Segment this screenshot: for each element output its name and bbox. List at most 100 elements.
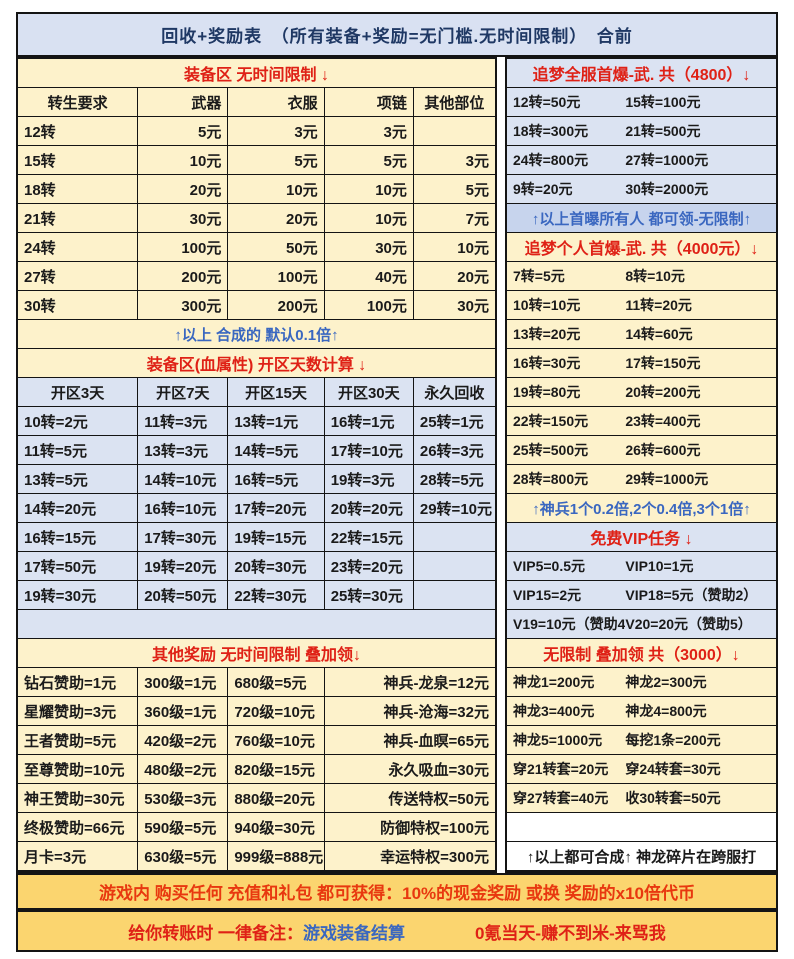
- personal-first-title: 追梦个人首爆-武. 共（4000元）↓: [507, 233, 776, 262]
- table-cell: 23转=400元: [625, 413, 701, 429]
- table-cell: 26转=600元: [625, 442, 701, 458]
- other-section-title: 其他奖励 无时间限制 叠加领↓: [18, 639, 495, 668]
- table-cell: 15转=100元: [625, 94, 701, 110]
- table-row: 神龙3=400元 神龙4=800元: [507, 697, 776, 726]
- table-cell: 27转: [18, 262, 139, 290]
- table-row: 10转=10元 11转=20元: [507, 291, 776, 320]
- table-cell: 17转=20元: [228, 494, 325, 522]
- table-cell: 16转=15元: [18, 523, 139, 551]
- table-row: 至尊赞助=10元 480级=2元 820级=15元 永久吸血=30元: [18, 755, 495, 784]
- table-row: 13转=5元 14转=10元 16转=5元 19转=3元 28转=5元: [18, 465, 495, 494]
- table-cell: 神兵-沧海=32元: [383, 703, 489, 721]
- vip-title: 免费VIP任务 ↓: [507, 523, 776, 552]
- page-title: 回收+奖励表 （所有装备+奖励=无门槛.无时间限制） 合前: [16, 12, 778, 57]
- server-first-note: ↑以上首曝所有人 都可领-无限制↑: [507, 204, 776, 233]
- table-cell: 3元: [228, 117, 325, 145]
- table-cell: 5元: [228, 146, 325, 174]
- table-cell: 防御特权=100元: [380, 819, 489, 837]
- table-cell: 5元: [138, 117, 229, 145]
- table-cell: 11转=20元: [625, 297, 692, 313]
- equip-note: ↑以上 合成的 默认0.1倍↑: [18, 320, 495, 349]
- columns-container: 装备区 无时间限制 ↓ 转生要求 武器 衣服 项链 其他部位 12转 5元 3元 3元 15转 1…: [16, 57, 778, 873]
- table-cell: 300元: [138, 291, 229, 319]
- table-cell: 29转=10元: [419, 500, 493, 518]
- table-cell: 25转=500元: [513, 442, 589, 458]
- dragon-title: 无限制 叠加领 共（3000）↓: [507, 639, 776, 668]
- table-cell: 幸运特权=300元: [380, 848, 489, 866]
- table-row: 13转=20元 14转=60元: [507, 320, 776, 349]
- table-cell: 200元: [138, 262, 229, 290]
- table-cell: 360级=1元: [138, 697, 229, 725]
- table-cell: 15转: [18, 146, 139, 174]
- table-cell: 神兵-血瞑=65元: [383, 732, 489, 750]
- table-cell: V20=20元（赞助5）: [625, 616, 752, 632]
- table-cell: 8转=10元: [625, 268, 685, 284]
- table-row: 18转 20元 10元 10元 5元: [18, 175, 495, 204]
- blood-section: 装备区(血属性) 开区天数计算 ↓ 开区3天 开区7天 开区15天 开区30天 永久回收…: [18, 349, 495, 639]
- table-cell: 420级=2元: [138, 726, 229, 754]
- table-cell: 其他部位: [424, 94, 485, 112]
- table-row: 12转 5元 3元 3元: [18, 117, 495, 146]
- table-row: 19转=30元 20转=50元 22转=30元 25转=30元: [18, 581, 495, 610]
- vip-table: VIP5=0.5元 VIP10=1元 VIP15=2元 VIP18=5元（赞助2） V1…: [507, 552, 776, 639]
- transfer-note-keyword: 游戏装备结算: [302, 923, 405, 943]
- table-cell: 16转=10元: [138, 494, 229, 522]
- table-row: 21转 30元 20元 10元 7元: [18, 204, 495, 233]
- table-cell: 720级=10元: [228, 697, 325, 725]
- table-cell: 23转=20元: [325, 552, 414, 580]
- table-cell: [414, 581, 495, 609]
- table-cell: 200元: [228, 291, 325, 319]
- server-first-section: 追梦全服首爆-武. 共（4800）↓ 12转=50元 15转=100元 18转=30…: [507, 59, 776, 233]
- table-row: 神龙1=200元 神龙2=300元: [507, 668, 776, 697]
- table-cell: 940级=30元: [228, 813, 325, 841]
- left-column: 装备区 无时间限制 ↓ 转生要求 武器 衣服 项链 其他部位 12转 5元 3元 3元 15转 1…: [16, 57, 497, 873]
- table-cell: 19转=3元: [325, 465, 414, 493]
- table-cell: 590级=5元: [138, 813, 229, 841]
- dragon-table: 神龙1=200元 神龙2=300元 神龙3=400元 神龙4=800元 神龙5=1000…: [507, 668, 776, 813]
- transfer-note-banner: 给你转账时 一律备注： 游戏装备结算 0氪当天-赚不到米-来骂我: [16, 910, 778, 952]
- table-cell: 100元: [138, 233, 229, 261]
- table-cell: 神王赞助=30元: [18, 784, 139, 812]
- table-cell: 11转=5元: [18, 436, 139, 464]
- table-cell: 14转=5元: [228, 436, 325, 464]
- table-row: 18转=300元 21转=500元: [507, 117, 776, 146]
- table-cell: 30元: [457, 297, 489, 315]
- table-row: 27转 200元 100元 40元 20元: [18, 262, 495, 291]
- table-cell: 30转=2000元: [625, 181, 709, 197]
- table-row: 28转=800元 29转=1000元: [507, 465, 776, 494]
- table-cell: 22转=150元: [513, 413, 589, 429]
- table-row: 10转=2元 11转=3元 13转=1元 16转=1元 25转=1元: [18, 407, 495, 436]
- table-row: 月卡=3元 630级=5元 999级=888元 幸运特权=300元: [18, 842, 495, 871]
- table-cell: 30转: [18, 291, 139, 319]
- table-cell: 穿21转套=20元: [513, 761, 609, 777]
- table-cell: 680级=5元: [228, 668, 325, 696]
- table-cell: 28转=800元: [513, 471, 589, 487]
- table-cell: 月卡=3元: [18, 842, 139, 870]
- table-cell: 钻石赞助=1元: [18, 668, 139, 696]
- personal-first-table: 7转=5元 8转=10元 10转=10元 11转=20元 13转=20元 14转=60元 1…: [507, 262, 776, 494]
- table-cell: 5元: [465, 181, 489, 199]
- vip-section: 免费VIP任务 ↓ VIP5=0.5元 VIP10=1元 VIP15=2元 VIP18…: [507, 523, 776, 639]
- table-cell: [414, 523, 495, 551]
- table-cell: 18转=300元: [513, 123, 589, 139]
- table-cell: 18转: [18, 175, 139, 203]
- table-cell: 22转=30元: [228, 581, 325, 609]
- table-cell: 21转: [18, 204, 139, 232]
- table-cell: 11转=3元: [138, 407, 229, 435]
- transfer-note-prefix: 给你转账时 一律备注：: [128, 923, 303, 943]
- table-cell: 永久回收: [424, 384, 485, 402]
- table-row: 终极赞助=66元 590级=5元 940级=30元 防御特权=100元: [18, 813, 495, 842]
- table-cell: 7元: [465, 210, 489, 228]
- table-cell: 480级=2元: [138, 755, 229, 783]
- table-cell: 17转=50元: [18, 552, 139, 580]
- table-cell: 50元: [228, 233, 325, 261]
- table-cell: 12转=50元: [513, 94, 581, 110]
- table-cell: 19转=15元: [228, 523, 325, 551]
- equip-table: 12转 5元 3元 3元 15转 10元 5元 5元 3元 18转 20元 10元 10元 5元 21转 30…: [18, 117, 495, 320]
- table-cell: 24转=800元: [513, 152, 589, 168]
- table-cell: 20元: [138, 175, 229, 203]
- table-cell: 530级=3元: [138, 784, 229, 812]
- table-cell: 开区30天: [325, 378, 414, 406]
- table-cell: [414, 552, 495, 580]
